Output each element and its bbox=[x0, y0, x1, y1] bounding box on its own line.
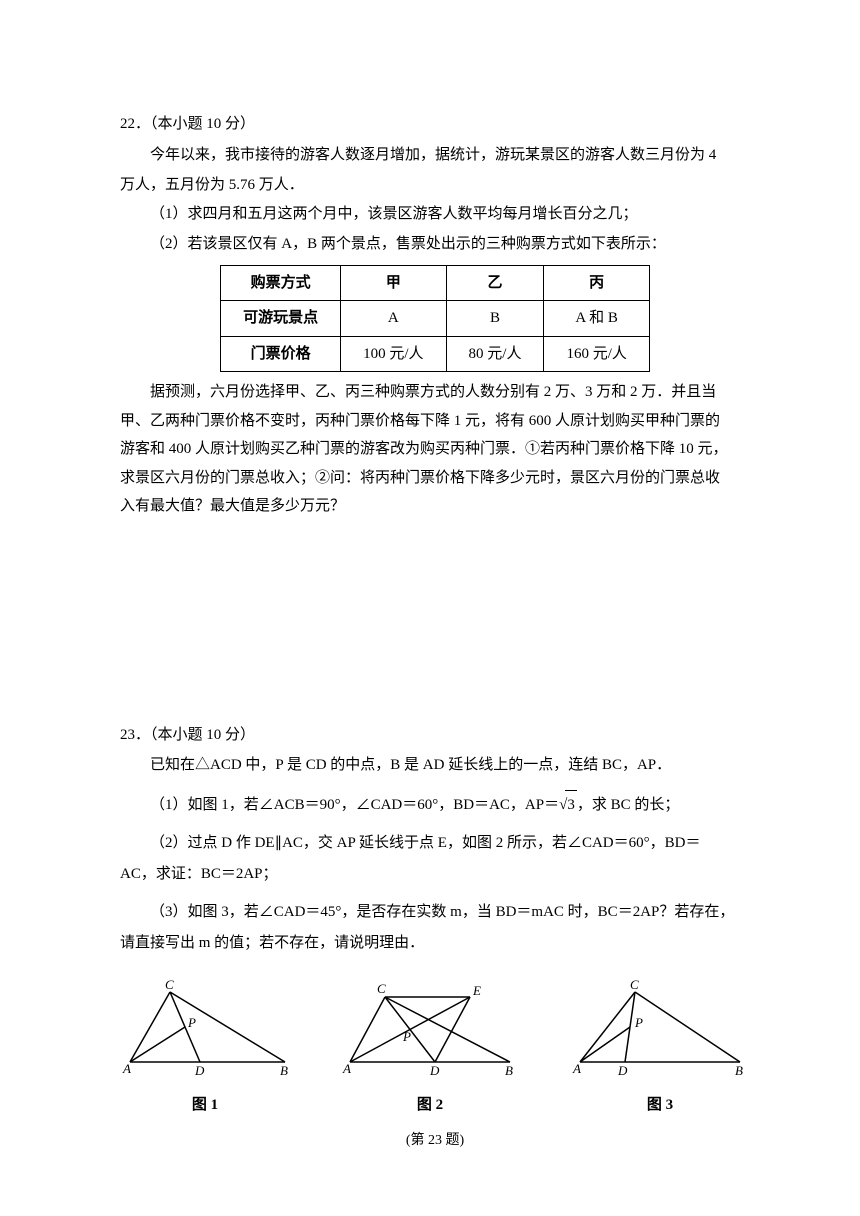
figures-row: A D B C P 图 1 bbox=[120, 977, 750, 1120]
th-yi: 乙 bbox=[446, 265, 544, 301]
figures-caption: (第 23 题) bbox=[120, 1128, 750, 1155]
figure-1-label: 图 1 bbox=[115, 1091, 295, 1120]
problem-23-q1: （1）如图 1，若∠ACB＝90°，∠CAD＝60°，BD＝AC，AP＝√3，求… bbox=[150, 790, 750, 820]
problem-22-after3: 游客和 400 人原计划购买乙种门票的游客改为购买丙种门票．①若丙种门票价格下降… bbox=[120, 435, 750, 464]
svg-text:P: P bbox=[634, 1015, 643, 1030]
cell-price-jia: 100 元/人 bbox=[341, 336, 446, 372]
th-bing: 丙 bbox=[544, 265, 649, 301]
svg-text:D: D bbox=[617, 1063, 628, 1078]
svg-text:A: A bbox=[342, 1061, 351, 1076]
q1-post: ，求 BC 的长； bbox=[577, 797, 680, 813]
problem-22-q2: （2）若该景区仅有 A，B 两个景点，售票处出示的三种购票方式如下表所示： bbox=[150, 230, 750, 259]
triangle-diagram-1-icon: A D B C P bbox=[115, 977, 295, 1087]
th-method: 购票方式 bbox=[221, 265, 341, 301]
svg-text:E: E bbox=[472, 983, 481, 998]
figure-2: A D B C E P 图 2 bbox=[335, 977, 525, 1120]
svg-text:D: D bbox=[194, 1063, 205, 1078]
problem-23-q3-l2: 请直接写出 m 的值；若不存在，请说明理由． bbox=[120, 929, 750, 958]
svg-text:P: P bbox=[187, 1015, 196, 1030]
svg-text:A: A bbox=[572, 1061, 581, 1076]
figure-3-label: 图 3 bbox=[565, 1091, 755, 1120]
triangle-diagram-3-icon: A D B C P bbox=[565, 977, 755, 1087]
svg-text:C: C bbox=[630, 977, 639, 992]
triangle-diagram-2-icon: A D B C E P bbox=[335, 977, 525, 1087]
problem-22-after2: 甲、乙两种门票价格不变时，丙种门票价格每下降 1 元，将有 600 人原计划购买… bbox=[120, 407, 750, 436]
cell-attr-jia: A bbox=[341, 301, 446, 337]
problem-22-after5: 入有最大值？最大值是多少万元？ bbox=[120, 492, 750, 521]
table-row: 门票价格 100 元/人 80 元/人 160 元/人 bbox=[221, 336, 650, 372]
problem-22-after1: 据预测，六月份选择甲、乙、丙三种购票方式的人数分别有 2 万、3 万和 2 万．… bbox=[120, 378, 750, 407]
problem-23-q2-l2: AC，求证：BC＝2AP； bbox=[120, 860, 750, 889]
problem-23-q2-l1: （2）过点 D 作 DE∥AC，交 AP 延长线于点 E，如图 2 所示，若∠C… bbox=[150, 829, 750, 858]
row-attr-label: 可游玩景点 bbox=[221, 301, 341, 337]
table-row: 购票方式 甲 乙 丙 bbox=[221, 265, 650, 301]
cell-price-yi: 80 元/人 bbox=[446, 336, 544, 372]
cell-price-bing: 160 元/人 bbox=[544, 336, 649, 372]
problem-22-header: 22．（本小题 10 分） bbox=[120, 110, 750, 139]
table-row: 可游玩景点 A B A 和 B bbox=[221, 301, 650, 337]
figure-1: A D B C P 图 1 bbox=[115, 977, 295, 1120]
problem-22-after4: 求景区六月份的门票总收入；②问：将丙种门票价格下降多少元时，景区六月份的门票总收 bbox=[120, 464, 750, 493]
svg-text:A: A bbox=[122, 1061, 131, 1076]
problem-23-intro: 已知在△ACD 中，P 是 CD 的中点，B 是 AD 延长线上的一点，连结 B… bbox=[120, 751, 750, 780]
row-price-label: 门票价格 bbox=[221, 336, 341, 372]
cell-attr-yi: B bbox=[446, 301, 544, 337]
q1-pre: （1）如图 1，若∠ACB＝90°，∠CAD＝60°，BD＝AC，AP＝ bbox=[150, 797, 559, 813]
problem-22-intro1: 今年以来，我市接待的游客人数逐月增加，据统计，游玩某景区的游客人数三月份为 4 bbox=[120, 141, 750, 170]
problem-23: 23．（本小题 10 分） 已知在△ACD 中，P 是 CD 的中点，B 是 A… bbox=[120, 721, 750, 1155]
sqrt-icon: √3 bbox=[559, 790, 577, 820]
problem-23-q3-l1: （3）如图 3，若∠CAD＝45°，是否存在实数 m，当 BD＝mAC 时，BC… bbox=[150, 898, 750, 927]
problem-22-q1: （1）求四月和五月这两个月中，该景区游客人数平均每月增长百分之几； bbox=[150, 200, 750, 229]
svg-text:C: C bbox=[165, 977, 174, 992]
problem-23-header: 23．（本小题 10 分） bbox=[120, 721, 750, 750]
problem-22: 22．（本小题 10 分） 今年以来，我市接待的游客人数逐月增加，据统计，游玩某… bbox=[120, 110, 750, 521]
svg-text:C: C bbox=[377, 981, 386, 996]
figure-3: A D B C P 图 3 bbox=[565, 977, 755, 1120]
figure-2-label: 图 2 bbox=[335, 1091, 525, 1120]
svg-text:B: B bbox=[735, 1063, 743, 1078]
svg-text:B: B bbox=[505, 1063, 513, 1078]
th-jia: 甲 bbox=[341, 265, 446, 301]
cell-attr-bing: A 和 B bbox=[544, 301, 649, 337]
svg-text:B: B bbox=[280, 1063, 288, 1078]
problem-22-intro2: 万人，五月份为 5.76 万人． bbox=[120, 171, 750, 200]
ticket-table: 购票方式 甲 乙 丙 可游玩景点 A B A 和 B 门票价格 100 元/人 … bbox=[220, 265, 650, 373]
sqrt-body: 3 bbox=[565, 790, 577, 820]
svg-text:P: P bbox=[402, 1029, 411, 1044]
svg-text:D: D bbox=[429, 1063, 440, 1078]
